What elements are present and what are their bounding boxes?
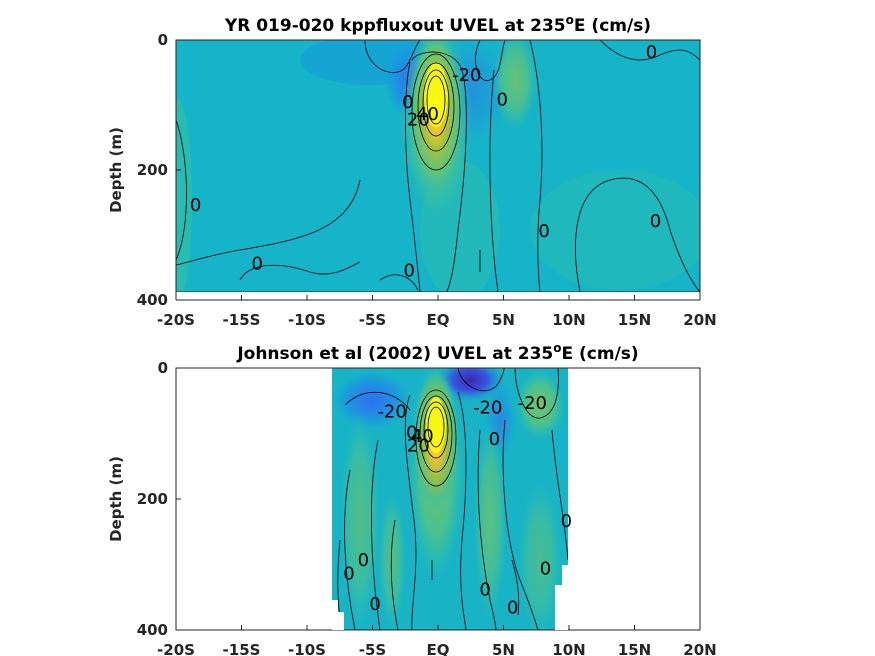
contour-label: -20 xyxy=(452,65,481,86)
y-tick-label: 0 xyxy=(158,31,168,49)
x-tick-label: 20N xyxy=(683,311,716,329)
y-axis-label-observations: Depth (m) xyxy=(107,456,125,542)
y-tick-label: 200 xyxy=(137,490,168,508)
contour-label: -20 xyxy=(377,402,406,423)
heatmap-field-observations xyxy=(332,368,568,630)
x-tick-label: 10N xyxy=(552,311,585,329)
contours-observations xyxy=(337,368,568,630)
x-ticks-observations: -20S -15S -10S -5S EQ 5N 10N 15N 20N xyxy=(157,625,717,656)
x-tick-label: -15S xyxy=(223,311,261,329)
contour-label: 0 xyxy=(402,92,413,113)
contour-label: 0 xyxy=(479,580,490,601)
contour-label: 0 xyxy=(251,253,262,274)
contour-label: 0 xyxy=(507,597,518,618)
x-tick-label: -5S xyxy=(359,641,386,656)
contour-label: 0 xyxy=(406,423,417,444)
x-tick-label: 5N xyxy=(492,641,515,656)
y-ticks-observations: 0 200 400 xyxy=(137,359,181,639)
chart-title-observations: Johnson et al (2002) UVEL at 235oE (cm/s… xyxy=(236,341,638,364)
x-tick-label: 15N xyxy=(618,311,651,329)
y-tick-label: 400 xyxy=(137,291,168,309)
x-tick-label: EQ xyxy=(427,641,450,656)
x-tick-label: 10N xyxy=(552,641,585,656)
y-axis-label-model: Depth (m) xyxy=(107,127,125,213)
contour-label: 0 xyxy=(538,221,549,242)
y-ticks-model: 0 200 400 xyxy=(137,31,181,309)
x-tick-label: -10S xyxy=(288,641,326,656)
x-tick-label: 20N xyxy=(683,641,716,656)
contour-label: 0 xyxy=(489,429,500,450)
contour-label: 0 xyxy=(403,260,414,281)
contour-label: 0 xyxy=(650,211,661,232)
contours-model xyxy=(176,40,700,292)
contour-label: 0 xyxy=(369,594,380,615)
contour-label: 0 xyxy=(561,511,572,532)
x-tick-label: EQ xyxy=(427,311,450,329)
contour-label: 0 xyxy=(540,559,551,580)
contour-label: 20 xyxy=(407,436,430,457)
y-tick-label: 400 xyxy=(137,621,168,639)
contour-label: 0 xyxy=(358,550,369,571)
contour-label: 0 xyxy=(343,563,354,584)
contour-label: 20 xyxy=(407,110,430,131)
contour-label: 0 xyxy=(646,42,657,63)
x-tick-label: 15N xyxy=(618,641,651,656)
x-tick-label: -20S xyxy=(157,641,195,656)
y-tick-label: 0 xyxy=(158,359,168,377)
contour-label: 0 xyxy=(190,195,201,216)
x-tick-label: -5S xyxy=(359,311,386,329)
contour-label: -20 xyxy=(518,393,547,414)
x-tick-label: -20S xyxy=(157,311,195,329)
x-tick-label: -10S xyxy=(288,311,326,329)
x-tick-label: -15S xyxy=(223,641,261,656)
x-ticks-model: -20S -15S -10S -5S EQ 5N 10N 15N 20N xyxy=(157,295,717,329)
y-tick-label: 200 xyxy=(137,161,168,179)
chart-title-model: YR 019-020 kppfluxout UVEL at 235oE (cm/… xyxy=(224,13,651,36)
contour-label: 0 xyxy=(496,89,507,110)
contour-label: 40 xyxy=(416,104,439,125)
x-tick-label: 5N xyxy=(492,311,515,329)
contour-label: -20 xyxy=(473,398,502,419)
heatmap-field-model xyxy=(176,40,700,292)
contour-label: 40 xyxy=(411,426,434,447)
